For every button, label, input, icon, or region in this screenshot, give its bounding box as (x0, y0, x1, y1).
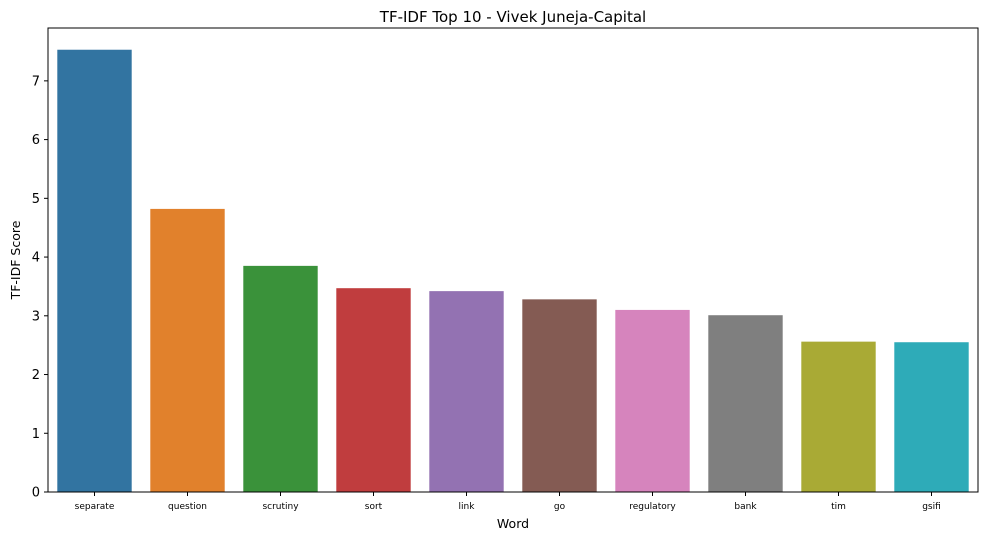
bar-gsifi (894, 342, 969, 492)
bars-group (57, 49, 969, 492)
y-tick-label: 0 (32, 486, 40, 501)
bar-bank (708, 315, 783, 492)
x-tick-label: question (168, 502, 207, 512)
y-tick-label: 4 (32, 251, 40, 266)
bar-scrutiny (243, 265, 318, 492)
x-axis-ticks: separate question scrutiny sort link go regula… (75, 492, 941, 512)
bar-sort (336, 288, 411, 492)
x-tick-label: bank (734, 502, 757, 512)
y-axis-ticks: 0 1 2 3 4 5 6 7 (32, 74, 48, 501)
bar-question (150, 208, 225, 492)
x-tick-label: tim (831, 502, 846, 512)
bar-go (522, 299, 597, 492)
y-tick-label: 1 (32, 427, 40, 442)
x-tick-label: sort (365, 502, 383, 512)
x-tick-label: regulatory (629, 502, 676, 512)
y-tick-label: 6 (32, 133, 40, 148)
bar-tim (801, 341, 876, 492)
y-tick-label: 7 (32, 74, 40, 89)
x-tick-label: go (554, 502, 566, 512)
bar-regulatory (615, 309, 690, 492)
y-tick-label: 2 (32, 368, 40, 383)
bar-link (429, 291, 504, 492)
y-axis-label: TF-IDF Score (8, 220, 23, 300)
x-tick-label: link (459, 502, 476, 512)
x-tick-label: separate (75, 502, 115, 512)
bar-separate (57, 49, 132, 492)
y-tick-label: 3 (32, 309, 40, 324)
x-tick-label: gsifi (922, 502, 941, 512)
x-axis-label: Word (497, 516, 529, 531)
plot-frame (47, 27, 979, 493)
chart-title: TF-IDF Top 10 - Vivek Juneja-Capital (379, 8, 646, 26)
y-tick-label: 5 (32, 192, 40, 207)
x-tick-label: scrutiny (262, 502, 299, 512)
